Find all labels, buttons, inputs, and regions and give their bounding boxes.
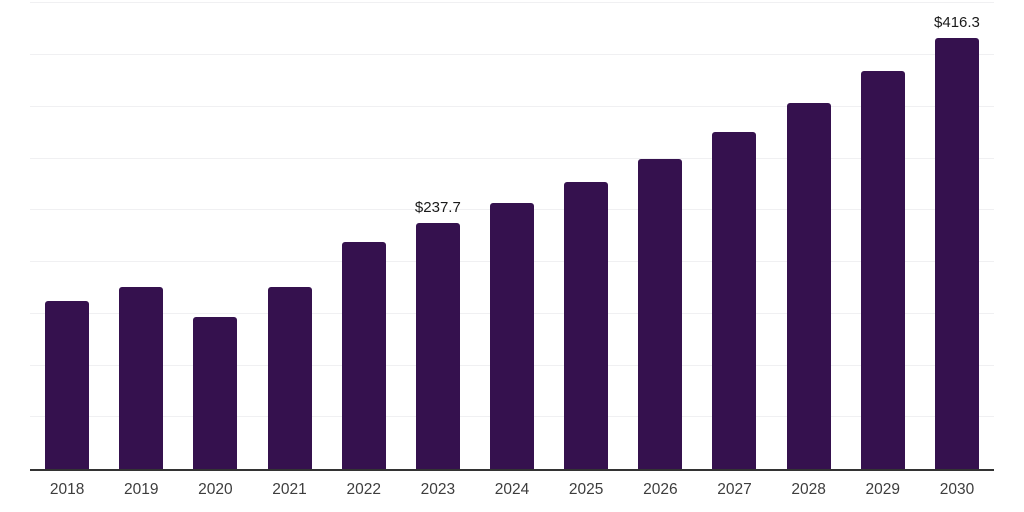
bar-column-2024 <box>475 0 549 469</box>
x-tick-2026: 2026 <box>643 481 678 498</box>
x-tick-2021: 2021 <box>272 481 307 498</box>
bar-2021 <box>267 286 312 469</box>
bar-column-2026 <box>623 0 697 469</box>
bar-2018 <box>45 301 90 469</box>
bar-2029 <box>860 70 905 469</box>
gridline-400 <box>30 54 994 56</box>
bar-column-2027 <box>697 0 771 469</box>
bar-2026 <box>638 158 683 469</box>
bar-column-2030: $416.3 <box>920 0 994 469</box>
x-tick-2023: 2023 <box>420 481 456 498</box>
gridline-350 <box>30 105 994 107</box>
bar-column-2028 <box>772 0 846 469</box>
bar-2028 <box>786 102 831 469</box>
bar-column-2020 <box>178 0 252 469</box>
x-tick-2019: 2019 <box>123 481 159 498</box>
x-tick-2020: 2020 <box>198 481 233 498</box>
gridline-300 <box>30 157 994 159</box>
bar-2020 <box>193 317 238 469</box>
x-tick-2018: 2018 <box>49 481 85 498</box>
x-axis-line <box>30 469 994 471</box>
x-tick-2024: 2024 <box>494 481 530 498</box>
bar-column-2021 <box>252 0 326 469</box>
bar-2025 <box>564 181 609 469</box>
bar-2030 <box>934 38 979 469</box>
bar-2022 <box>341 241 386 469</box>
x-tick-2022: 2022 <box>346 481 381 498</box>
bar-2024 <box>490 203 535 469</box>
x-tick-2028: 2028 <box>791 481 826 498</box>
bar-column-2019 <box>104 0 178 469</box>
bar-columns: $237.7 $416.3 <box>30 0 994 469</box>
bar-column-2029 <box>846 0 920 469</box>
plot-area: $237.7 $416.3 <box>30 0 994 471</box>
x-tick-2027: 2027 <box>717 481 752 498</box>
bar-2023 <box>415 223 460 469</box>
x-tick-2030: 2030 <box>939 481 975 498</box>
x-axis-tick-labels: 2018 2019 2020 2021 2022 2023 2024 2025 2026 2027… <box>30 480 994 499</box>
x-tick-2025: 2025 <box>568 481 604 498</box>
gridline-450 <box>30 2 994 4</box>
bar-column-2018 <box>30 0 104 469</box>
bar-value-label-2023: $237.7 <box>414 199 461 217</box>
bar-value-label-2030: $416.3 <box>934 14 980 32</box>
bar-2019 <box>119 287 164 469</box>
x-tick-2029: 2029 <box>865 481 901 498</box>
bar-column-2025 <box>549 0 623 469</box>
bar-column-2023: $237.7 <box>401 0 475 469</box>
bar-column-2022 <box>327 0 401 469</box>
bar-2027 <box>712 132 757 469</box>
